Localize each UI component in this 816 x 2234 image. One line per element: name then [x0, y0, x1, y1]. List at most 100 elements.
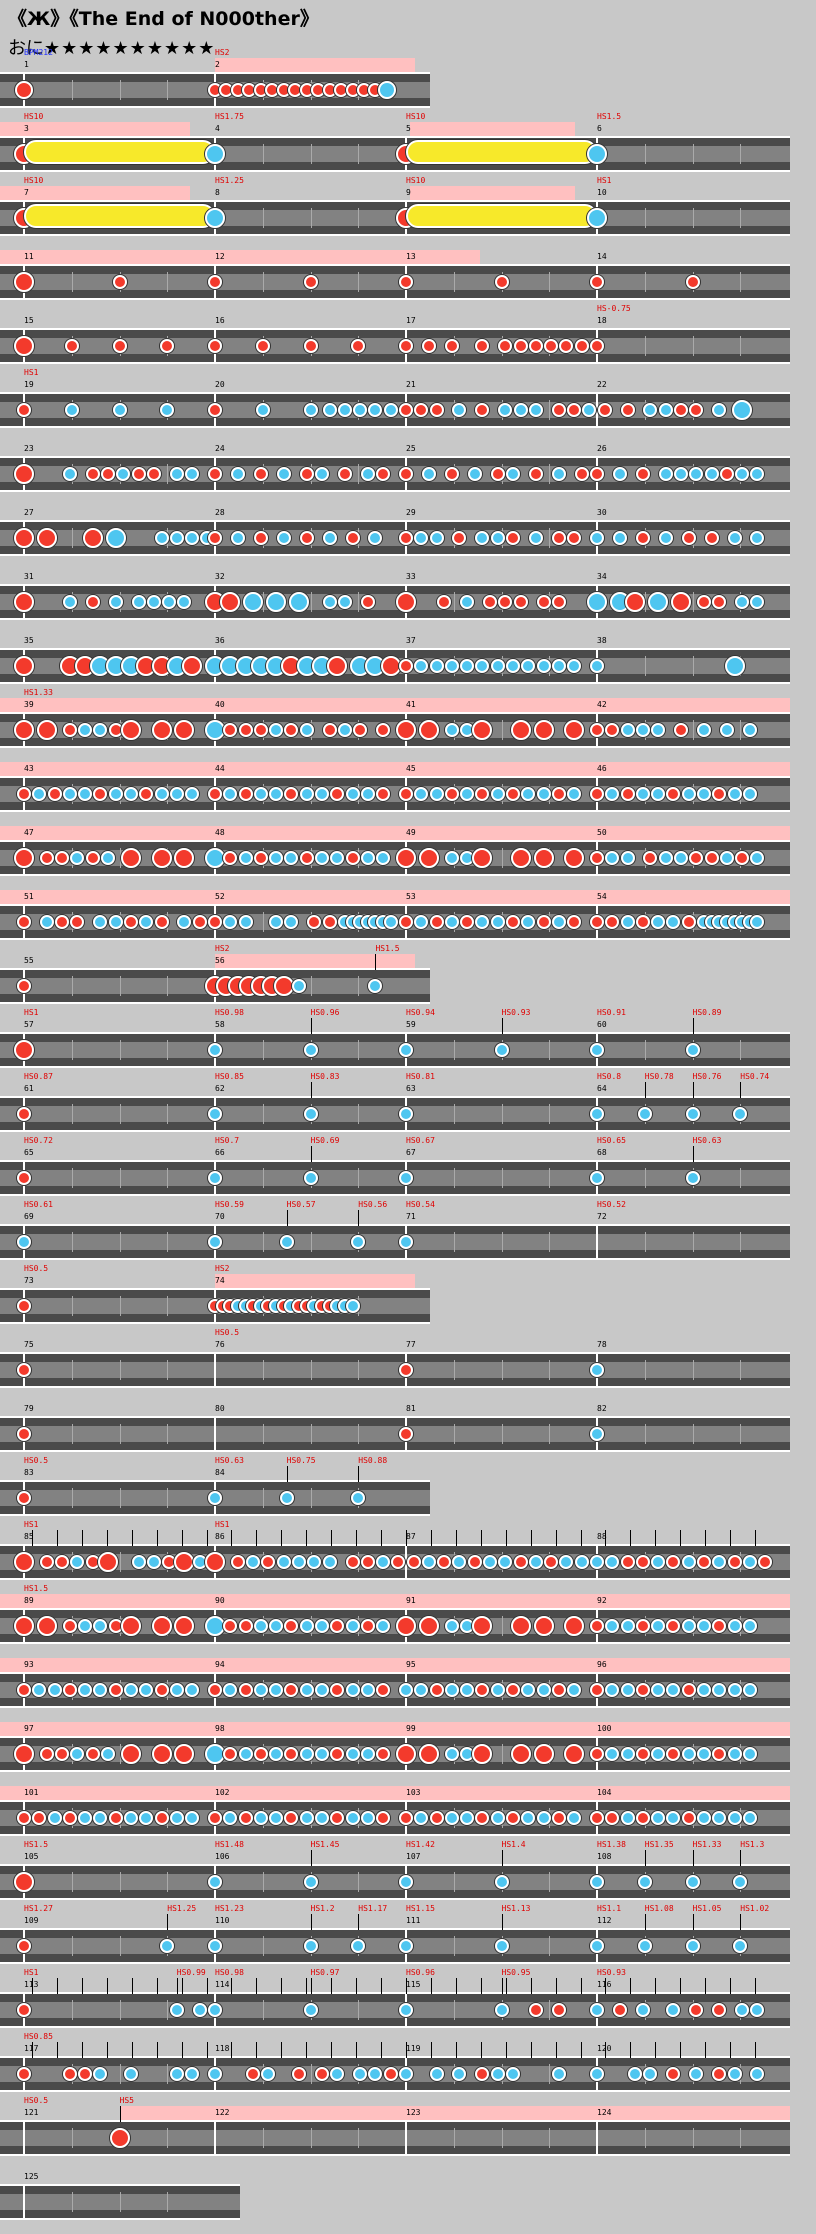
don-note — [666, 787, 681, 801]
beat-line — [167, 1872, 169, 1892]
beat-line — [549, 528, 551, 548]
measure-number: 55 — [24, 956, 34, 965]
ka-note — [490, 1683, 505, 1697]
ka-note — [620, 1811, 635, 1825]
ka-note — [651, 1555, 666, 1569]
ka-note — [551, 915, 566, 929]
don-note — [735, 851, 750, 865]
ka-note — [704, 467, 719, 481]
ka-note — [605, 1747, 620, 1761]
ka-note — [620, 851, 635, 865]
ka-note — [590, 1555, 604, 1569]
scroll-speed-label: HS1.23 — [215, 1904, 244, 1913]
scroll-speed-label: HS0.93 — [597, 1968, 626, 1977]
don-note — [14, 848, 34, 868]
beat-line — [644, 1424, 646, 1444]
scroll-speed-label: HS0.56 — [358, 1200, 388, 1209]
scroll-speed-label: HS1.35 — [644, 1840, 674, 1849]
beat-line — [310, 208, 312, 228]
ka-note — [444, 1747, 459, 1761]
beat-line — [501, 1360, 503, 1380]
don-note — [17, 1299, 31, 1313]
don-note — [689, 2003, 704, 2017]
ka-note — [712, 1811, 727, 1825]
scroll-change-marker — [167, 1914, 169, 1930]
ka-note — [208, 1875, 222, 1889]
beat-line — [740, 1040, 742, 1060]
ka-note — [674, 467, 689, 481]
beat-line — [310, 1424, 312, 1444]
note-lane — [0, 1864, 790, 1900]
scroll-speed-label: HS1.33 — [692, 1840, 722, 1849]
don-note — [98, 1552, 119, 1572]
don-note — [429, 1811, 444, 1825]
beat-line — [501, 1744, 503, 1764]
scroll-speed-label: HS10 — [24, 176, 44, 185]
ka-note — [444, 1619, 459, 1633]
scroll-change-marker — [755, 2042, 757, 2058]
ka-note — [742, 1683, 757, 1697]
scroll-speed-label: HS10 — [24, 112, 44, 121]
note-lane — [0, 1352, 790, 1388]
ka-note — [590, 1043, 604, 1057]
don-note — [154, 915, 169, 929]
ka-note — [255, 403, 270, 417]
ka-note — [648, 592, 669, 612]
don-note — [120, 1616, 141, 1636]
scroll-speed-label: HS0.5 — [24, 2096, 49, 2105]
ka-note — [727, 1619, 742, 1633]
score-row: 61 HS0.87 62 HS0.85 63 HS0.81 64 HS0.8 HS0.83 HS0… — [0, 1072, 790, 1146]
don-note — [452, 531, 467, 545]
measure-number: 111 — [406, 1916, 421, 1925]
don-note — [322, 723, 337, 737]
don-note — [505, 915, 520, 929]
beat-line — [262, 592, 264, 612]
scroll-speed-label: HS0.93 — [501, 1008, 531, 1017]
scroll-change-marker — [480, 1978, 482, 1994]
beat-line — [119, 976, 121, 996]
scroll-change-marker — [505, 1530, 507, 1546]
beat-line — [740, 1168, 742, 1188]
don-note — [17, 1939, 31, 1953]
don-note — [696, 595, 711, 609]
don-note — [712, 787, 727, 801]
don-note — [475, 403, 490, 417]
ka-note — [314, 851, 329, 865]
don-note — [36, 528, 57, 548]
ka-note — [620, 1683, 635, 1697]
don-note — [564, 720, 585, 740]
ka-note — [70, 851, 85, 865]
gogo-highlight — [0, 826, 790, 840]
measure-number: 52 — [215, 892, 225, 901]
measure-number: 35 — [24, 636, 34, 645]
ka-note — [368, 979, 383, 993]
ka-note — [651, 1747, 666, 1761]
don-note — [376, 787, 391, 801]
ka-note — [475, 531, 490, 545]
don-note — [396, 720, 416, 740]
don-note — [536, 595, 551, 609]
don-note — [14, 1040, 34, 1060]
scroll-change-marker — [356, 1530, 358, 1546]
ka-note — [62, 787, 77, 801]
score-row: 23 24 25 26 — [0, 442, 790, 506]
measure-number: 88 — [597, 1532, 607, 1541]
beat-line — [644, 1360, 646, 1380]
beat-line — [71, 1104, 73, 1124]
score-row: 15 16 17 18 HS-0.75 — [0, 304, 790, 378]
don-note — [146, 467, 161, 481]
beat-line — [358, 1424, 360, 1444]
don-note — [544, 1555, 559, 1569]
don-note — [505, 787, 520, 801]
ka-note — [238, 915, 253, 929]
don-note — [14, 592, 34, 612]
ka-note — [666, 915, 681, 929]
don-note — [238, 787, 253, 801]
measure-number: 121 — [24, 2108, 39, 2117]
scroll-change-marker — [156, 1978, 158, 1994]
ka-note — [47, 1683, 62, 1697]
lane-center — [0, 1426, 790, 1442]
measure-number: 65 — [24, 1148, 34, 1157]
don-note — [429, 915, 444, 929]
scroll-change-marker — [281, 2042, 283, 2058]
